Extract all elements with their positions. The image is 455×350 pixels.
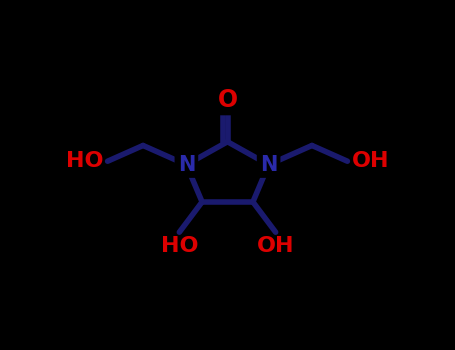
Text: O: O [217,88,238,112]
Text: OH: OH [257,236,294,256]
Text: HO: HO [161,236,198,256]
Text: N: N [178,155,195,175]
Text: OH: OH [352,151,389,171]
Text: HO: HO [66,151,103,171]
Text: N: N [260,155,277,175]
